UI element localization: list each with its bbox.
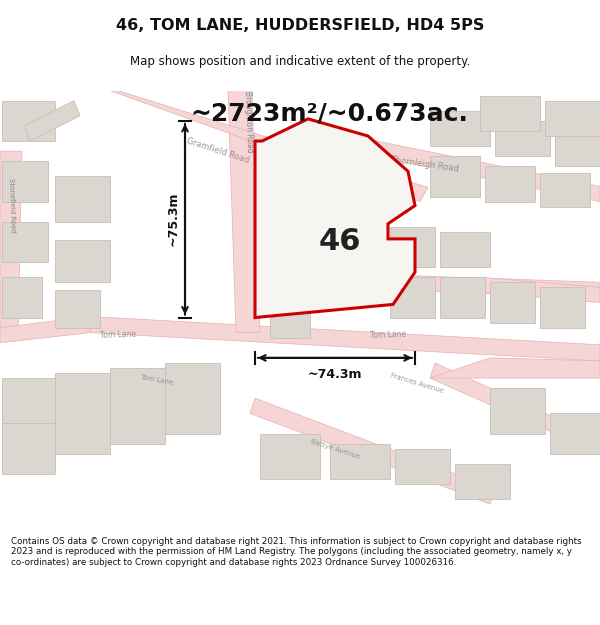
Text: Tom Lane: Tom Lane [140, 374, 173, 386]
Polygon shape [440, 278, 485, 318]
Polygon shape [480, 278, 600, 302]
Text: Thornleigh Road: Thornleigh Road [390, 155, 460, 173]
Text: ~2723m²/~0.673ac.: ~2723m²/~0.673ac. [190, 102, 468, 126]
Polygon shape [310, 272, 600, 298]
Polygon shape [55, 290, 100, 328]
Polygon shape [430, 111, 490, 146]
Text: ~75.3m: ~75.3m [167, 192, 179, 246]
Polygon shape [2, 101, 55, 141]
Polygon shape [110, 368, 165, 444]
Polygon shape [480, 96, 540, 131]
Polygon shape [0, 151, 22, 338]
Polygon shape [555, 131, 600, 166]
Polygon shape [165, 363, 220, 434]
Text: Gramfield Road: Gramfield Road [185, 136, 250, 165]
Polygon shape [320, 204, 360, 242]
Polygon shape [390, 278, 435, 318]
Polygon shape [0, 316, 90, 342]
Polygon shape [2, 161, 48, 201]
Text: Broughton Road: Broughton Road [243, 91, 254, 153]
Polygon shape [265, 247, 305, 288]
Polygon shape [430, 358, 600, 378]
Text: Frances Avenue: Frances Avenue [390, 372, 445, 394]
Polygon shape [2, 278, 42, 318]
Polygon shape [490, 282, 535, 322]
Polygon shape [55, 176, 110, 222]
Polygon shape [90, 316, 600, 361]
Text: 46, TOM LANE, HUDDERSFIELD, HD4 5PS: 46, TOM LANE, HUDDERSFIELD, HD4 5PS [116, 18, 484, 33]
Polygon shape [2, 222, 48, 262]
Text: Stonefield Road: Stonefield Road [8, 178, 16, 233]
Polygon shape [228, 91, 260, 332]
Polygon shape [2, 378, 55, 424]
Polygon shape [265, 191, 310, 232]
Polygon shape [270, 302, 310, 338]
Text: Tom Lane: Tom Lane [370, 329, 407, 340]
Polygon shape [55, 373, 110, 454]
Polygon shape [545, 101, 600, 136]
Polygon shape [440, 232, 490, 267]
Polygon shape [250, 398, 495, 504]
Polygon shape [495, 121, 550, 156]
Text: ~74.3m: ~74.3m [308, 368, 362, 381]
Text: Tom Road: Tom Road [310, 281, 344, 288]
Polygon shape [485, 166, 535, 201]
Text: Tom Lane: Tom Lane [100, 329, 137, 340]
Polygon shape [540, 173, 590, 207]
Polygon shape [550, 413, 600, 454]
Polygon shape [260, 434, 320, 479]
Polygon shape [540, 288, 585, 328]
Polygon shape [430, 363, 600, 454]
Polygon shape [2, 424, 55, 474]
Polygon shape [455, 464, 510, 499]
Polygon shape [320, 161, 360, 196]
Polygon shape [24, 101, 80, 141]
Polygon shape [255, 119, 415, 318]
Polygon shape [55, 240, 110, 282]
Polygon shape [390, 227, 435, 267]
Polygon shape [350, 136, 600, 201]
Text: Map shows position and indicative extent of the property.: Map shows position and indicative extent… [130, 55, 470, 68]
Polygon shape [395, 449, 450, 484]
Text: 46: 46 [319, 228, 361, 256]
Text: Battye Avenue: Battye Avenue [310, 438, 361, 460]
Polygon shape [490, 388, 545, 434]
Polygon shape [430, 156, 480, 196]
Polygon shape [110, 91, 428, 201]
Text: Contains OS data © Crown copyright and database right 2021. This information is : Contains OS data © Crown copyright and d… [11, 537, 581, 567]
Polygon shape [330, 444, 390, 479]
